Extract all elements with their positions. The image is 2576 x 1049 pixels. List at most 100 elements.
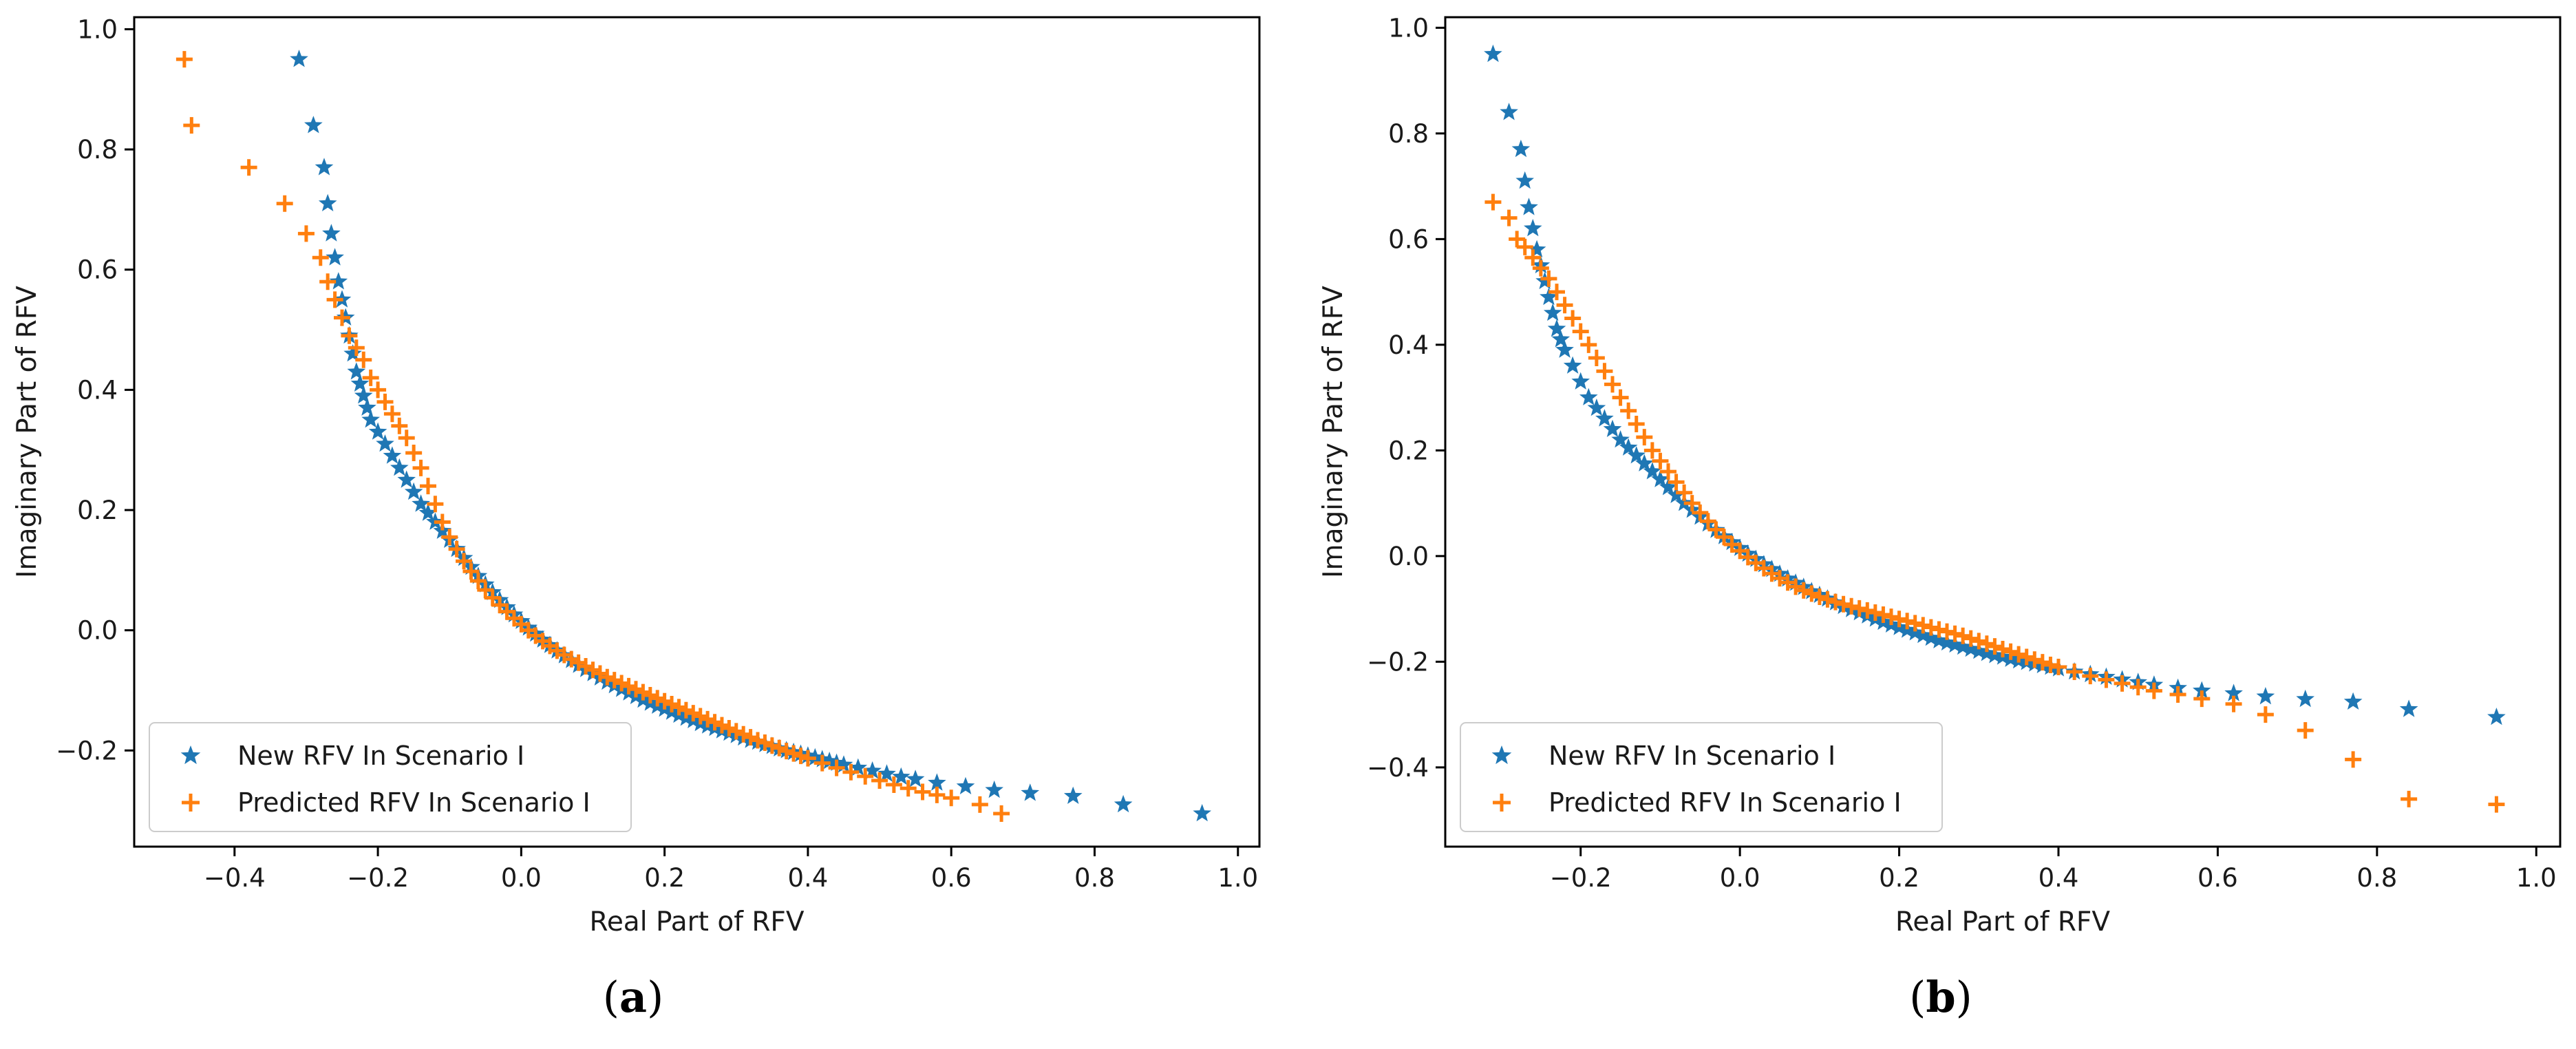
data-point-plus [1978,635,1995,653]
data-point-star [1515,171,1534,189]
y-tick-label: 0.0 [77,616,118,646]
data-point-plus [1683,495,1701,512]
data-point-plus [1636,429,1653,446]
data-point-star [361,410,380,428]
data-point-plus [297,225,315,242]
x-tick-label: 0.8 [1074,863,1115,893]
data-point-plus [1875,606,1892,624]
series-predicted-rfv [1484,193,2505,813]
data-point-star [1961,639,1980,657]
data-point-star [390,458,409,476]
data-point-star [1579,388,1598,405]
data-point-plus [1509,231,1526,248]
x-tick-label: 1.0 [2516,863,2557,893]
x-tick-label: 0.4 [787,863,828,893]
data-point-plus [1660,463,1676,480]
data-point-plus [276,195,293,212]
y-tick-label: −0.2 [56,736,118,765]
data-point-star [304,116,323,134]
data-point-star [354,386,373,404]
y-tick-label: 0.2 [77,496,118,525]
data-point-plus [828,759,845,776]
data-point-star [2296,689,2314,708]
data-point-star [877,764,896,782]
data-point-plus [1707,521,1725,538]
data-point-star [863,761,882,779]
data-point-plus [469,573,487,590]
y-tick-label: 1.0 [1388,13,1429,43]
y-tick-label: 0.8 [1388,119,1429,149]
data-point-plus [1668,474,1685,491]
data-point-plus [376,393,394,410]
x-tick-label: 0.4 [2039,863,2079,893]
data-point-star [2193,681,2211,699]
axes-frame [133,16,1261,848]
data-point-plus [1643,442,1661,459]
data-point-plus [1580,336,1597,353]
data-point-plus [183,117,200,134]
data-point-plus [928,786,946,803]
data-point-star [834,755,853,773]
data-point-plus [1556,297,1573,314]
data-point-star [368,422,387,440]
data-point-star [1547,319,1566,337]
data-point-plus [348,339,365,357]
data-point-plus [2169,686,2186,703]
data-point-star [1520,198,1538,215]
data-point-plus [799,750,816,767]
data-point-plus [1588,350,1605,367]
legend-box [1460,722,1943,832]
data-point-plus [405,445,423,462]
y-tick-label: −0.4 [1367,753,1429,783]
legend-plus-icon [182,794,200,812]
data-point-plus [993,805,1010,822]
legend-label: New RFV In Scenario I [237,741,524,771]
y-axis-title: Imaginary Part of RFV [1318,286,1349,578]
data-point-star [1603,419,1622,437]
data-point-plus [1652,452,1669,469]
legend-label: Predicted RFV In Scenario I [237,787,590,818]
y-tick-label: 0.6 [77,255,118,285]
data-point-star [2256,687,2275,705]
data-point-plus [448,540,465,558]
data-point-plus [2026,651,2043,668]
data-point-plus [2129,679,2147,696]
data-point-plus [1955,627,1972,644]
data-point-plus [412,459,429,476]
data-point-plus [1596,363,1613,380]
data-point-star [322,224,341,242]
x-axis-title: Real Part of RFV [1895,907,2110,937]
data-point-star [376,434,394,452]
data-point-star [347,362,366,380]
data-point-plus [943,790,960,807]
data-point-plus [312,249,329,266]
data-point-plus [2066,663,2083,680]
data-point-plus [326,291,343,308]
data-point-plus [1572,323,1589,340]
data-point-plus [2193,690,2211,708]
x-tick-label: 1.0 [1217,863,1258,893]
data-point-star [2224,684,2243,701]
data-point-plus [391,417,408,434]
data-point-plus [1883,608,1899,626]
data-point-plus [2145,682,2162,699]
data-point-star [418,503,438,521]
data-point-star [1511,139,1531,158]
data-point-star [412,494,430,512]
legend: New RFV In Scenario I Predicted RFV In Sc… [1460,722,1943,832]
data-point-plus [419,478,436,495]
series-new-rfv [1484,44,2506,725]
data-point-plus [2098,671,2115,688]
data-point-plus [1604,376,1621,393]
data-point-star [290,50,308,67]
data-point-plus [2257,706,2274,723]
x-tick-label: 0.6 [2197,863,2238,893]
data-point-star [1946,635,1964,653]
chart-panel-b: −0.2 0.0 0.2 0.4 0.6 0.8 1.0 −0.4 −0.2 0.0 0.2 0.4 0… [1318,13,2562,937]
data-point-plus [1676,484,1693,501]
y-tick-label: 0.8 [77,135,118,165]
data-point-star [985,780,1003,798]
data-point-plus [398,430,415,447]
data-point-star [1555,340,1574,358]
x-tick-label: 0.2 [1879,863,1919,893]
